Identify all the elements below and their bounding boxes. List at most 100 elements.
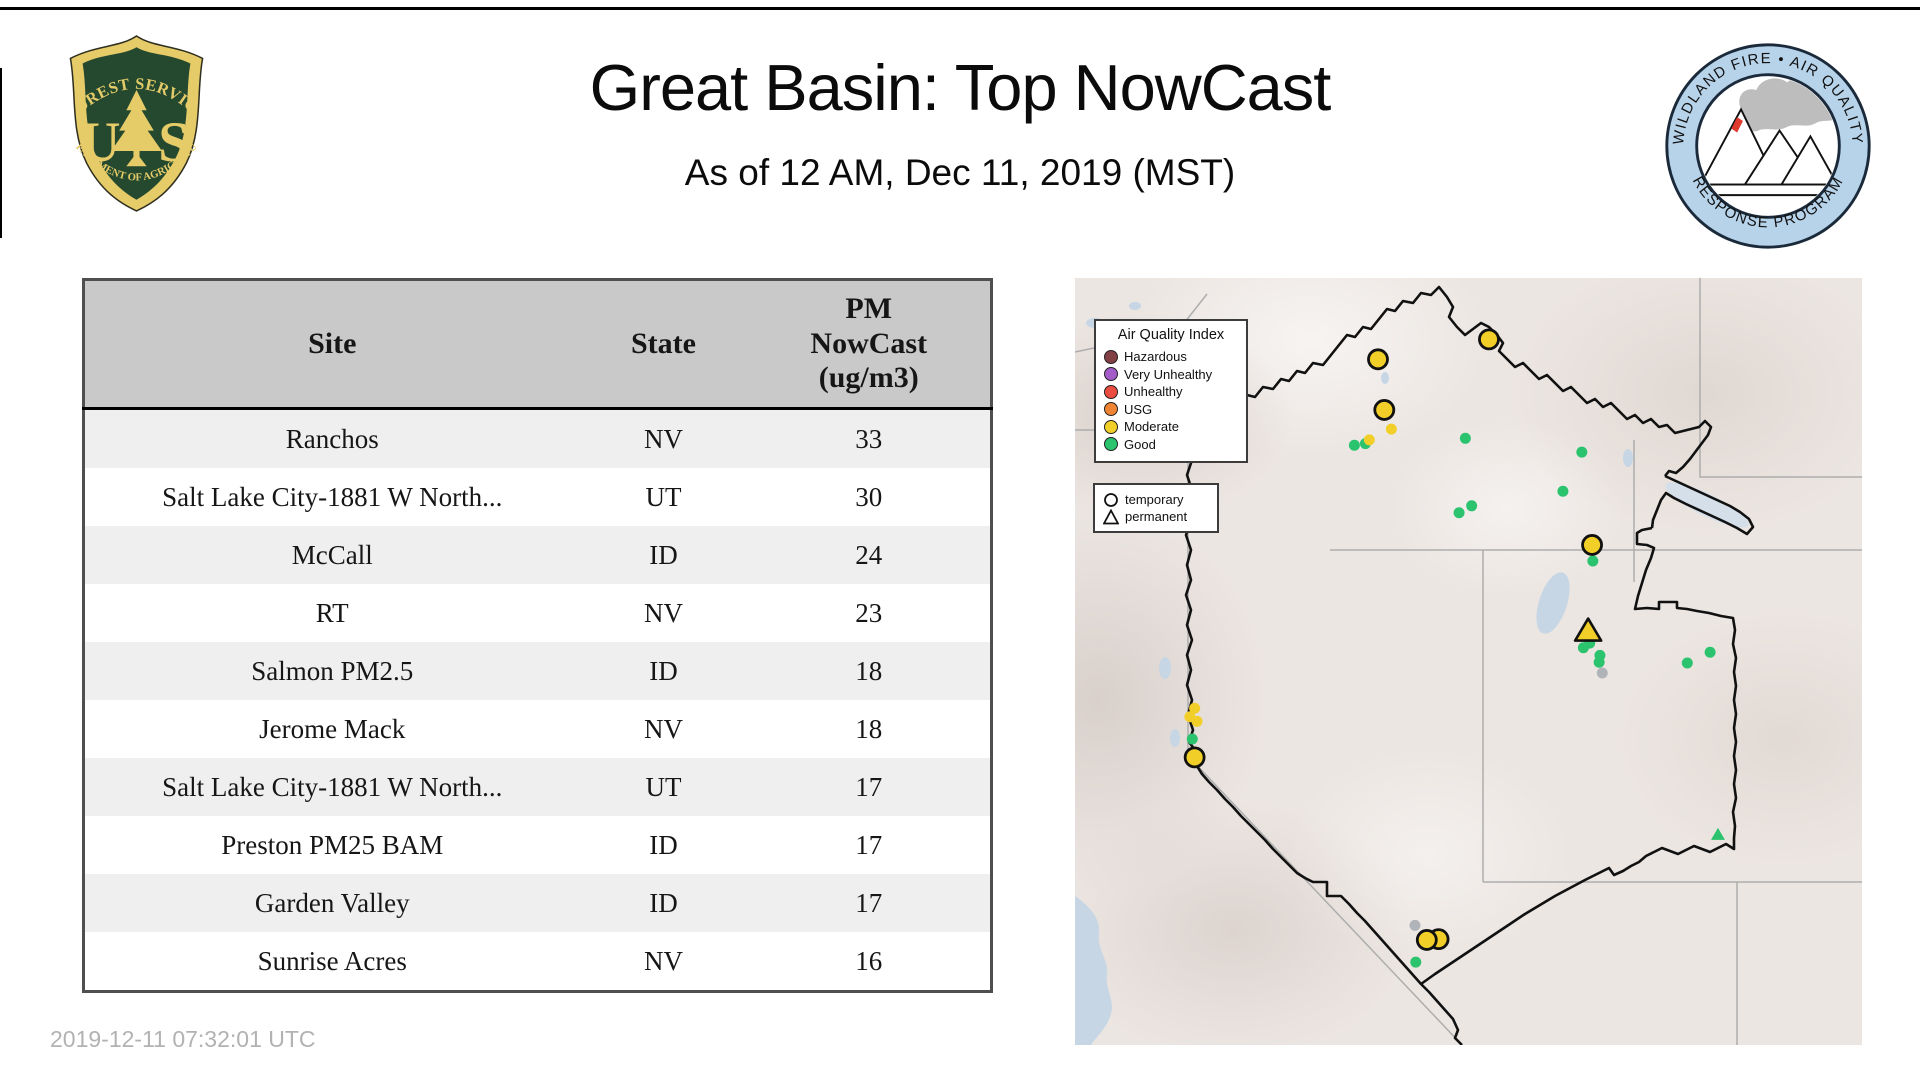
cell-value: 33 bbox=[855, 423, 883, 454]
aqi-legend-items: Hazardous Very Unhealthy Unhealthy USG Moder… bbox=[1104, 348, 1238, 453]
monitor-marker-dot-good bbox=[1410, 956, 1422, 968]
monitor-marker-dot-good bbox=[1587, 555, 1599, 567]
cell-state: NV bbox=[644, 713, 683, 744]
page-title: Great Basin: Top NowCast bbox=[589, 51, 1332, 124]
monitor-marker-dot-good bbox=[1348, 439, 1360, 451]
aqi-legend-item: USG bbox=[1104, 401, 1238, 419]
type-legend-item: temporary bbox=[1103, 491, 1209, 508]
lake-tahoe bbox=[1170, 729, 1180, 747]
cell-value: 18 bbox=[855, 655, 883, 686]
cell-site: Garden Valley bbox=[254, 887, 410, 918]
great-salt-lake bbox=[1665, 482, 1749, 528]
good-swatch-icon bbox=[1104, 437, 1118, 452]
monitor-marker-dot-moderate bbox=[1363, 434, 1375, 446]
monitor-marker-dot-good bbox=[1459, 432, 1471, 444]
generated-timestamp: 2019-12-11 07:32:01 UTC bbox=[50, 1026, 316, 1052]
cell-state: ID bbox=[649, 655, 678, 686]
cell-site: Salt Lake City-1881 W North... bbox=[162, 771, 503, 802]
aqi-legend-item: Hazardous bbox=[1104, 348, 1238, 366]
table-row: Ranchos NV 33 bbox=[83, 408, 992, 468]
cell-site: McCall bbox=[291, 539, 373, 570]
col-header-site: Site bbox=[83, 279, 580, 410]
monitor-marker-dot-good bbox=[1453, 507, 1465, 519]
cell-state: ID bbox=[649, 887, 678, 918]
cell-site: Salmon PM2.5 bbox=[251, 655, 414, 686]
monitor-marker-circle_lg-moderate bbox=[1478, 328, 1500, 351]
type-legend-item: permanent bbox=[1103, 508, 1209, 525]
bear-lake bbox=[1623, 449, 1633, 467]
aqi-legend-item: Good bbox=[1104, 436, 1238, 454]
type-legend-label: temporary bbox=[1125, 492, 1184, 507]
usfs-letter-s: S bbox=[158, 111, 190, 174]
pacific-ocean bbox=[1075, 896, 1112, 1045]
cell-site: Preston PM25 BAM bbox=[221, 829, 444, 860]
table-row: Sunrise Acres NV 16 bbox=[83, 932, 992, 992]
great-basin-boundary bbox=[1184, 285, 1755, 1045]
cell-state: UT bbox=[645, 771, 682, 802]
water-bodies bbox=[1075, 302, 1749, 1045]
aqi-legend-label: Good bbox=[1124, 436, 1156, 452]
left-frame-line bbox=[0, 68, 2, 238]
aqi-legend: Air Quality Index Hazardous Very Unhealth… bbox=[1094, 319, 1248, 463]
aqi-legend-title: Air Quality Index bbox=[1117, 327, 1225, 343]
aqi-legend-label: Moderate bbox=[1124, 419, 1179, 434]
table-row: Salt Lake City-1881 W North... UT 17 bbox=[83, 758, 992, 816]
cell-value: 16 bbox=[855, 945, 883, 976]
hazardous-swatch-icon bbox=[1104, 349, 1118, 364]
cell-state: NV bbox=[644, 423, 683, 454]
monitor-marker-circle_lg-moderate bbox=[1415, 929, 1438, 951]
monitor-marker-triangle-moderate bbox=[1573, 617, 1603, 642]
monitor-marker-dot-no_data bbox=[1596, 667, 1608, 679]
great-basin-map: Air Quality Index Hazardous Very Unhealth… bbox=[1075, 278, 1862, 1045]
cell-value: 18 bbox=[855, 713, 883, 744]
usg-swatch-icon bbox=[1104, 402, 1118, 417]
page-subtitle: As of 12 AM, Dec 11, 2019 (MST) bbox=[684, 152, 1236, 193]
unhealthy-swatch-icon bbox=[1104, 384, 1118, 399]
tree-icon bbox=[111, 89, 162, 167]
cell-site: Jerome Mack bbox=[259, 713, 406, 744]
cell-state: NV bbox=[644, 945, 683, 976]
cell-site: Sunrise Acres bbox=[257, 945, 407, 976]
aqi-legend-item: Moderate bbox=[1104, 418, 1238, 436]
monitor-marker-circle_lg-moderate bbox=[1367, 348, 1389, 371]
table-row: Salt Lake City-1881 W North... UT 30 bbox=[83, 468, 992, 526]
table-body: Ranchos NV 33 Salt Lake City-1881 W North..… bbox=[83, 408, 992, 992]
very_unhealthy-swatch-icon bbox=[1104, 367, 1118, 382]
col-header-state: State bbox=[579, 279, 748, 410]
cell-state: ID bbox=[649, 829, 678, 860]
monitor-marker-dot-good bbox=[1576, 446, 1588, 458]
monitor-type-legend: temporary permanent bbox=[1093, 483, 1219, 533]
cell-value: 23 bbox=[855, 597, 883, 628]
permanent-triangle-icon bbox=[1103, 508, 1119, 524]
monitor-marker-triangle_sm-good bbox=[1710, 827, 1725, 840]
nowcast-table-wrap: Site State PM NowCast (ug/m3) Ranchos NV 3… bbox=[82, 278, 993, 993]
cell-site: RT bbox=[315, 597, 349, 628]
monitor-marker-dot-good bbox=[1577, 642, 1589, 654]
aqi-legend-label: Very Unhealthy bbox=[1124, 366, 1213, 382]
aqi-legend-item: Very Unhealthy bbox=[1104, 366, 1238, 384]
table-row: McCall ID 24 bbox=[83, 526, 992, 584]
monitor-marker-dot-good bbox=[1704, 646, 1716, 658]
table-row: Preston PM25 BAM ID 17 bbox=[83, 816, 992, 874]
monitor-marker-circle_lg-moderate bbox=[1183, 746, 1206, 769]
cell-value: 17 bbox=[855, 771, 883, 802]
utah-lake bbox=[1536, 572, 1570, 634]
monitor-marker-dot-moderate bbox=[1191, 715, 1203, 727]
cell-value: 24 bbox=[855, 539, 883, 570]
top-frame-line bbox=[0, 7, 1920, 10]
pyramid-lake bbox=[1159, 657, 1171, 679]
map-base-layer bbox=[1075, 278, 1862, 1045]
col-header-pm-nowcast: PM NowCast (ug/m3) bbox=[747, 279, 992, 410]
cell-site: Ranchos bbox=[285, 423, 379, 454]
monitor-marker-dot-no_data bbox=[1409, 919, 1421, 931]
wfaqrp-logo-icon: WILDLAND FIRE • AIR QUALITY RESPONSE PRO… bbox=[1665, 43, 1871, 249]
top-nowcast-table: Site State PM NowCast (ug/m3) Ranchos NV 3… bbox=[82, 278, 993, 993]
cell-value: 17 bbox=[855, 829, 883, 860]
aqi-legend-label: Unhealthy bbox=[1124, 384, 1183, 399]
monitor-marker-circle_lg-moderate bbox=[1373, 399, 1396, 421]
monitor-marker-dot-moderate bbox=[1189, 702, 1201, 714]
cell-state: ID bbox=[649, 539, 678, 570]
aqi-legend-label: USG bbox=[1124, 401, 1153, 417]
monitor-marker-circle_lg-moderate bbox=[1581, 534, 1603, 556]
